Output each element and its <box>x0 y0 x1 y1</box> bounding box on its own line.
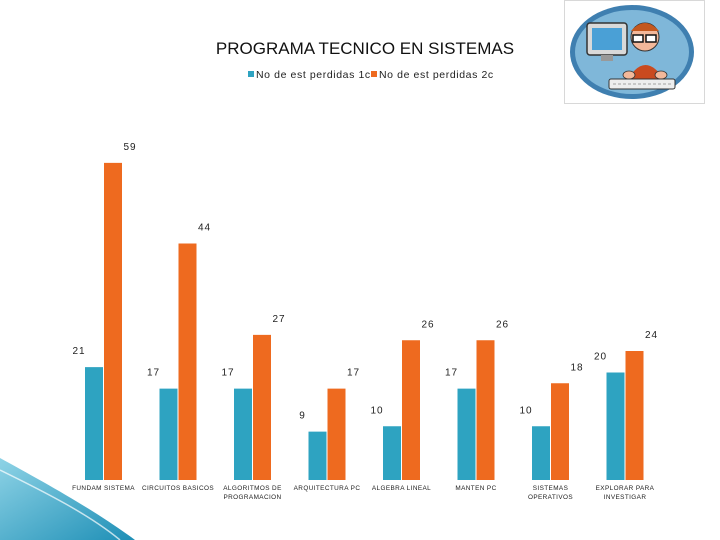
bar-s2-c2 <box>178 243 197 480</box>
legend-label-1: No de est perdidas 1c <box>256 69 371 81</box>
bar-s1-c5 <box>383 426 401 480</box>
bar-s2-c5 <box>402 340 420 480</box>
bar-s2-c3 <box>253 334 271 480</box>
data-label-s1-c6: 17 <box>445 368 458 379</box>
data-label-s2-c2: 44 <box>198 223 211 234</box>
data-label-s1-c1: 21 <box>72 346 85 357</box>
chart-title: PROGRAMA TECNICO EN SISTEMAS <box>216 39 514 58</box>
category-labels: FUNDAM SISTEMA CIRCUITOS BASICOS ALGORITMO… <box>72 485 655 501</box>
bar-s1-c8 <box>606 372 625 480</box>
category-label-3-line2: PROGRAMACION <box>223 494 281 501</box>
data-label-s2-c5: 26 <box>421 319 434 330</box>
corner-decoration-line <box>0 469 121 540</box>
data-label-s2-c4: 17 <box>347 368 360 379</box>
data-label-s1-c2: 17 <box>147 368 160 379</box>
data-label-s1-c8: 20 <box>594 352 607 363</box>
legend-label-2: No de est perdidas 2c <box>379 69 494 81</box>
bar-s2-c7 <box>551 383 569 480</box>
category-label-2: CIRCUITOS BASICOS <box>142 485 214 492</box>
category-label-5: ALGEBRA LINEAL <box>372 485 431 492</box>
bar-s2-c8 <box>625 351 644 480</box>
category-label-8-line1: EXPLORAR PARA <box>596 485 655 492</box>
category-label-1: FUNDAM SISTEMA <box>72 485 135 492</box>
bar-s2-c6 <box>476 340 495 480</box>
value-labels: 21 59 17 44 17 27 9 17 10 26 17 26 10 18 20 24 <box>72 142 658 422</box>
category-label-8-line2: INVESTIGAR <box>604 494 647 501</box>
bar-s1-c3 <box>234 388 252 480</box>
category-label-7-line2: OPERATIVOS <box>528 494 573 501</box>
data-label-s2-c7: 18 <box>570 362 583 373</box>
data-label-s2-c6: 26 <box>496 319 509 330</box>
data-label-s2-c1: 59 <box>123 142 136 153</box>
corner-decoration <box>0 458 135 540</box>
bar-s2-c1 <box>104 162 122 480</box>
bars <box>85 162 644 480</box>
bar-s1-c6 <box>457 388 476 480</box>
data-label-s1-c3: 17 <box>221 368 234 379</box>
category-label-7-line1: SISTEMAS <box>533 485 569 492</box>
data-label-s1-c4: 9 <box>299 411 306 422</box>
category-label-3-line1: ALGORITMOS DE <box>223 485 281 492</box>
bar-s2-c4 <box>327 388 346 480</box>
bar-s1-c4 <box>308 431 327 480</box>
data-label-s1-c5: 10 <box>370 405 383 416</box>
category-label-4: ARQUITECTURA PC <box>294 485 361 492</box>
bar-s1-c1 <box>85 367 103 480</box>
computer-user-icon <box>570 5 694 99</box>
data-label-s1-c7: 10 <box>519 405 532 416</box>
bar-s1-c7 <box>532 426 550 480</box>
legend: No de est perdidas 1c No de est perdidas … <box>248 69 494 81</box>
bar-s1-c2 <box>159 388 178 480</box>
logo-image <box>564 0 705 104</box>
data-label-s2-c3: 27 <box>272 314 285 325</box>
data-label-s2-c8: 24 <box>645 330 658 341</box>
legend-swatch-1 <box>248 71 254 77</box>
category-label-6: MANTEN PC <box>455 485 496 492</box>
legend-swatch-2 <box>371 71 377 77</box>
